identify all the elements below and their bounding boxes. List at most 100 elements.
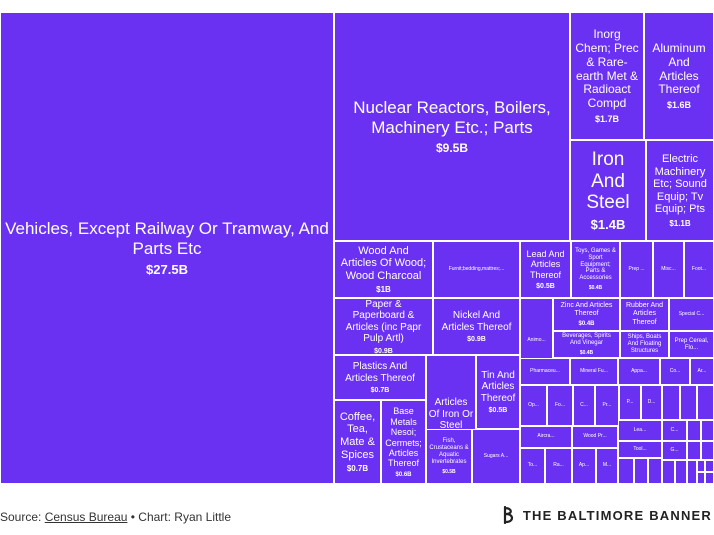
treemap-tile: Lead And Articles Thereof $0.5B	[520, 241, 571, 298]
treemap-tile	[662, 460, 675, 484]
tile-label: Toys, Games & Sport Equipment; Parts & A…	[575, 247, 616, 282]
tile-value: $0.5B	[488, 407, 508, 415]
tile-label: Beverages, Spirits And Vinegar	[562, 333, 611, 346]
treemap-tile: M...	[596, 448, 618, 484]
tile-value: $0.5B	[442, 468, 456, 475]
tile-value: $0.7B	[346, 464, 369, 474]
treemap-tile: Vehicles, Except Railway Or Tramway, And…	[0, 12, 334, 484]
treemap-tile: Sugars A...	[472, 429, 520, 484]
tile-value: $1.7B	[594, 113, 620, 124]
tile-label: Zinc And Articles Thereof	[560, 301, 613, 317]
treemap-tile	[662, 385, 680, 420]
tile-label: Nickel And Articles Thereof	[441, 310, 512, 333]
tile-value: $0.6B	[395, 471, 412, 478]
tile-value: $0.4B	[578, 321, 595, 328]
treemap-tile: Lea...	[618, 420, 662, 441]
tile-label: Tin And Articles Thereof	[480, 369, 516, 404]
treemap-tile: Zinc And Articles Thereof $0.4B	[553, 298, 620, 331]
treemap-tile	[675, 460, 687, 484]
tile-label: Electric Machinery Etc; Sound Equip; Tv …	[653, 152, 707, 216]
tile-label: Tool...	[633, 445, 647, 452]
treemap-tile: Electric Machinery Etc; Sound Equip; Tv …	[646, 140, 714, 241]
treemap-tile	[705, 472, 714, 484]
tile-label: Mineral Fu...	[580, 367, 608, 374]
treemap-tile: Appa...	[618, 358, 660, 385]
treemap-tile: Foot...	[684, 241, 714, 298]
treemap-tile: Op...	[520, 385, 547, 426]
tile-label: Articles Of Iron Or Steel	[428, 397, 474, 432]
treemap-tile: G...	[662, 441, 687, 460]
tile-label: Pr...	[602, 401, 612, 408]
brand: THE BALTIMORE BANNER	[503, 506, 712, 524]
treemap-tile	[648, 458, 662, 484]
brand-name: THE BALTIMORE BANNER	[522, 507, 712, 523]
tile-label: C...	[670, 426, 679, 433]
tile-label: P...	[626, 398, 634, 405]
tile-label: Ships, Boats And Floating Structures	[627, 334, 662, 354]
tile-label: Op...	[528, 401, 539, 408]
treemap-tile	[697, 460, 705, 472]
tile-label: C...	[580, 401, 588, 408]
treemap-tile: Rubber And Articles Thereof	[620, 298, 669, 331]
treemap-tile	[697, 472, 705, 484]
tile-value: $9.5B	[435, 140, 469, 155]
treemap-tile: C...	[573, 385, 595, 426]
tile-label: Aircra...	[537, 433, 555, 440]
tile-value: $0.7B	[370, 387, 390, 394]
source-prefix: Source:	[0, 510, 45, 524]
treemap-tile: Ar...	[690, 358, 714, 385]
tile-value: $0.4B	[579, 349, 594, 356]
treemap-tile	[687, 460, 697, 484]
treemap-tile	[697, 385, 714, 420]
tile-label: Special C...	[678, 310, 705, 317]
treemap-tile	[701, 441, 714, 460]
treemap-tile: Special C...	[669, 298, 714, 331]
banner-logo-icon	[503, 506, 513, 524]
tile-label: Lead And Articles Thereof	[526, 248, 565, 280]
treemap-tile: Aircra...	[520, 426, 572, 448]
tile-label: Base Metals Nesoi; Cermets; Articles The…	[385, 406, 422, 469]
tile-label: Vehicles, Except Railway Or Tramway, And…	[5, 219, 329, 258]
tile-label: Ap...	[578, 462, 590, 469]
tile-value: $27.5B	[146, 261, 188, 277]
tile-label: Lea...	[633, 426, 647, 433]
tile-label: D...	[647, 398, 656, 405]
treemap-tile	[687, 441, 701, 460]
treemap-tile: Ap...	[572, 448, 596, 484]
tile-label: Fo...	[554, 401, 565, 408]
tile-label: Wood Pr...	[583, 433, 607, 440]
tile-value: $0.9B	[467, 336, 486, 343]
treemap-tile	[687, 420, 701, 441]
tile-label: Sugars A...	[483, 452, 509, 459]
treemap-tile	[705, 460, 714, 472]
treemap-tile: Ra...	[545, 448, 572, 484]
source-credit: Source: Census Bureau • Chart: Ryan Litt…	[0, 510, 231, 524]
treemap-chart: Vehicles, Except Railway Or Tramway, And…	[0, 12, 714, 484]
treemap-tile: Iron And Steel $1.4B	[570, 140, 646, 241]
chart-footer: Source: Census Bureau • Chart: Ryan Litt…	[0, 484, 714, 535]
tile-label: Ar...	[697, 367, 707, 374]
treemap-tile: C...	[662, 420, 687, 441]
tile-value: $0.9B	[374, 347, 393, 355]
source-suffix: • Chart: Ryan Little	[127, 510, 231, 524]
treemap-tile: Toys, Games & Sport Equipment; Parts & A…	[571, 241, 620, 298]
tile-label: To...	[527, 462, 538, 469]
treemap-tile: Nuclear Reactors, Boilers, Machinery Etc…	[334, 12, 570, 241]
tile-label: Pharmaceu...	[530, 367, 560, 374]
tile-label: Prep ...	[628, 265, 645, 272]
treemap-tile: Mineral Fu...	[570, 358, 618, 385]
tile-label: Rubber And Articles Thereof	[626, 302, 663, 326]
treemap-tile: Furnit;bedding,mattres;...	[433, 241, 520, 298]
source-link[interactable]: Census Bureau	[44, 510, 128, 524]
treemap-tile: Tin And Articles Thereof $0.5B	[476, 355, 520, 429]
treemap-tile: Plastics And Articles Thereof $0.7B	[334, 355, 426, 400]
treemap-tile: Prep Cereal, Flo...	[669, 331, 714, 358]
tile-value: $1.1B	[669, 219, 691, 229]
treemap-tile: Beverages, Spirits And Vinegar $0.4B	[553, 331, 620, 358]
treemap-tile: Inorg Chem; Prec & Rare-earth Met & Radi…	[570, 12, 644, 140]
treemap-tile: Paper & Paperboard & Articles (inc Papr …	[334, 298, 433, 355]
tile-label: Inorg Chem; Prec & Rare-earth Met & Radi…	[575, 27, 639, 111]
tile-label: Animo...	[527, 336, 546, 343]
tile-value: $1.4B	[590, 217, 626, 233]
tile-label: Fish, Crustaceans & Aquatic Invertebrate…	[429, 438, 469, 465]
